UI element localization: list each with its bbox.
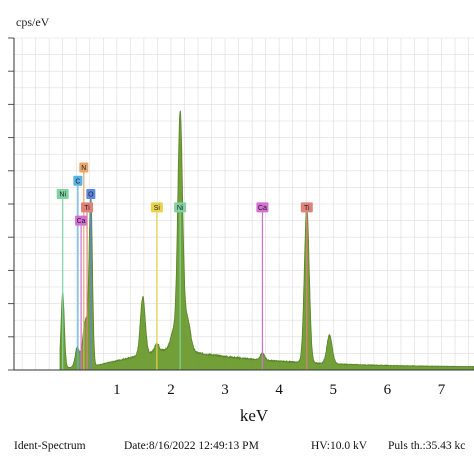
high-voltage: HV:10.0 kV <box>311 440 368 452</box>
x-tick-label: 3 <box>221 382 229 398</box>
status-footer: Ident-Spectrum Date:8/16/2022 12:49:13 P… <box>0 440 474 460</box>
marker-tag <box>79 162 89 173</box>
y-axis-ticks <box>8 37 14 371</box>
element-markers: NC Ni O Ti Ca Si Ni Ca Ti <box>56 162 313 370</box>
marker-label: N <box>81 165 86 172</box>
marker-tag <box>56 189 69 200</box>
spectrum-name: Ident-Spectrum <box>14 440 86 452</box>
marker-label: O <box>88 192 94 199</box>
marker-tag <box>86 189 96 200</box>
marker-tag <box>150 202 163 213</box>
pulse-threshold: Puls th.:35.43 kc <box>388 440 466 452</box>
x-tick-label: 6 <box>384 382 392 398</box>
x-tick-label: 4 <box>275 382 283 398</box>
marker-label: Ca <box>77 218 86 225</box>
x-tick-label: 7 <box>438 382 446 398</box>
x-tick-label: 2 <box>167 382 175 398</box>
marker-tag <box>73 175 83 186</box>
spectrum-fill <box>59 110 474 371</box>
marker-tag <box>81 202 94 213</box>
x-tick-label: 1 <box>113 382 121 398</box>
spectrum-area <box>59 110 474 371</box>
marker-tag <box>75 215 88 226</box>
marker-label: Ni <box>59 192 66 199</box>
marker-label: C <box>75 178 80 185</box>
marker-label: Ti <box>304 205 310 212</box>
marker-tag <box>256 202 269 213</box>
marker-label: Si <box>154 205 161 212</box>
marker-tag <box>174 202 187 213</box>
x-axis-label: keV <box>240 406 269 425</box>
marker-label: Ni <box>177 205 184 212</box>
x-tick-label: 5 <box>330 382 338 398</box>
acquisition-date: Date:8/16/2022 12:49:13 PM <box>124 440 259 452</box>
marker-tag <box>300 202 313 213</box>
x-axis-ticks: 1 2 3 4 5 6 7 <box>113 382 446 398</box>
marker-label: Ca <box>258 205 267 212</box>
y-axis-label: cps/eV <box>16 15 50 29</box>
marker-label: Ti <box>84 205 90 212</box>
